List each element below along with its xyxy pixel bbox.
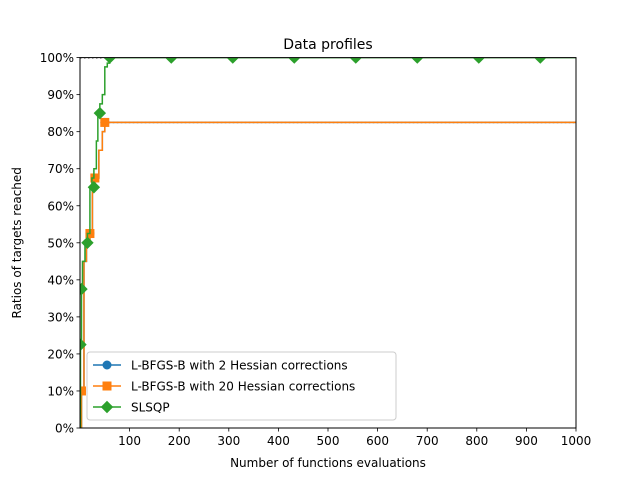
y-tick-label-1: 10% — [47, 384, 74, 398]
data-point-2-7 — [226, 57, 239, 64]
data-point-2-6 — [165, 57, 178, 64]
data-point-1-0 — [80, 386, 86, 396]
y-tick-label-4: 40% — [47, 273, 74, 287]
y-axis-label: Ratios of targets reached — [10, 167, 24, 318]
legend-marker-0 — [102, 360, 112, 370]
y-tick-label-6: 60% — [47, 199, 74, 213]
x-tick-label-4: 500 — [317, 434, 340, 448]
x-tick-label-8: 900 — [515, 434, 538, 448]
legend-label-1: L-BFGS-B with 20 Hessian corrections — [131, 380, 355, 394]
chart-title: Data profiles — [283, 37, 372, 53]
y-tick-label-7: 70% — [47, 162, 74, 176]
plot-area — [80, 57, 576, 428]
x-tick-label-1: 200 — [168, 434, 191, 448]
data-point-2-3 — [87, 181, 101, 194]
series-2 — [80, 57, 576, 428]
legend-marker-1 — [102, 381, 112, 391]
legend-label-0: L-BFGS-B with 2 Hessian corrections — [131, 359, 348, 373]
data-point-2-5 — [103, 57, 116, 64]
data-point-2-2 — [81, 236, 94, 250]
y-axis: 0% 10% 20% 30% 40% 50% 60% 70% 80% 90% 100% — [40, 51, 80, 436]
series-line-1 — [80, 121, 576, 428]
x-tick-label-2: 300 — [217, 434, 240, 448]
x-tick-label-6: 700 — [416, 434, 439, 448]
legend-label-2: SLSQP — [131, 401, 170, 415]
x-axis-label: Number of functions evaluations — [230, 456, 426, 470]
legend-frame — [86, 351, 397, 421]
y-tick-label-5: 50% — [47, 236, 74, 250]
x-tick-label-9: 1000 — [561, 434, 592, 448]
legend-marker-2 — [100, 400, 114, 414]
x-axis: 100 200 300 400 500 600 700 800 900 1000 — [118, 428, 591, 448]
data-point-2-4 — [93, 106, 107, 120]
y-tick-label-8: 80% — [47, 125, 74, 139]
x-tick-label-0: 100 — [118, 434, 141, 448]
data-point-2-8 — [288, 57, 301, 64]
y-tick-label-2: 20% — [47, 347, 74, 361]
y-tick-label-3: 30% — [47, 310, 74, 324]
data-point-2-12 — [534, 57, 547, 64]
data-point-1-3 — [100, 117, 110, 127]
data-point-2-9 — [349, 57, 362, 64]
y-tick-label-10: 100% — [40, 51, 74, 65]
x-tick-label-3: 400 — [267, 434, 290, 448]
data-point-2-11 — [472, 57, 485, 64]
data-point-2-10 — [411, 57, 424, 64]
legend: L-BFGS-B with 2 Hessian corrections L-BFG… — [86, 351, 397, 421]
data-point-1-2 — [90, 173, 100, 183]
legend-item-2: SLSQP — [93, 401, 170, 415]
x-tick-label-5: 600 — [366, 434, 389, 448]
y-tick-label-0: 0% — [55, 422, 74, 436]
y-tick-label-9: 90% — [47, 88, 74, 102]
legend-item-1: L-BFGS-B with 20 Hessian corrections — [93, 380, 355, 394]
data-point-2-1 — [80, 282, 88, 296]
legend-item-0: L-BFGS-B with 2 Hessian corrections — [93, 359, 348, 373]
x-tick-label-7: 800 — [465, 434, 488, 448]
